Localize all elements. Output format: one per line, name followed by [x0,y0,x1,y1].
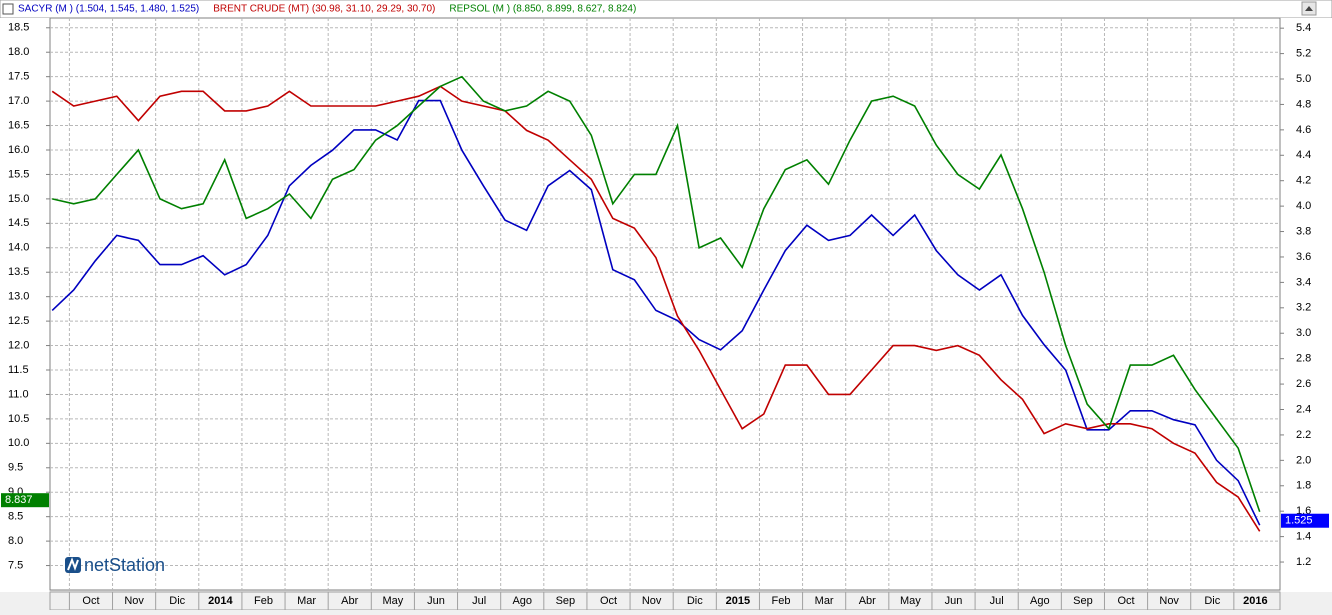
x-tick-label: May [382,595,403,607]
last-value-tag [1281,513,1329,528]
x-tick-label: Sep [1073,595,1093,607]
legend-entry: REPSOL (M ) (8.850, 8.899, 8.627, 8.824) [449,4,636,15]
x-tick-label: Jul [990,595,1004,607]
x-tick-label: Ago [512,595,532,607]
y2-tick-label: 1.2 [1296,556,1311,568]
x-tick-label: Oct [82,595,99,607]
y-tick-label: 8.5 [8,511,23,523]
y2-tick-label: 3.6 [1296,251,1311,263]
x-tick-label: 2015 [726,595,750,607]
watermark-glyph [67,557,79,571]
y2-tick-label: 4.4 [1296,149,1311,161]
y2-tick-label: 1.4 [1296,531,1311,543]
y-tick-label: 18.5 [8,22,29,34]
x-tick-label: Jun [427,595,445,607]
series-line [51,99,1261,526]
x-tick-label: Oct [1117,595,1134,607]
y-tick-label: 11.5 [8,364,29,376]
y-tick-label: 14.0 [8,242,29,254]
y-tick-label: 10.5 [8,413,29,425]
y2-tick-label: 3.4 [1296,276,1311,288]
x-tick-label: Nov [1159,595,1179,607]
y2-tick-label: 3.0 [1296,327,1311,339]
x-tick-label: Abr [859,595,876,607]
y2-tick-label: 2.8 [1296,353,1311,365]
x-tick-label: Dic [687,595,703,607]
y-tick-label: 9.5 [8,462,23,474]
scroll-arrow [1305,6,1313,11]
x-tick-label: Ago [1030,595,1050,607]
x-tick-label: Nov [642,595,662,607]
y2-tick-label: 4.0 [1296,200,1311,212]
y2-tick-label: 4.8 [1296,98,1311,110]
y-tick-label: 16.0 [8,144,29,156]
y-tick-label: 8.0 [8,535,23,547]
x-axis-panel [49,591,1281,611]
y-tick-label: 10.0 [8,437,29,449]
x-tick-label: Oct [600,595,617,607]
y2-tick-label: 2.4 [1296,403,1311,415]
x-tick-label: Abr [341,595,358,607]
x-tick-label: May [900,595,921,607]
last-value-label: 8.837 [5,494,33,506]
x-tick-label: 2016 [1243,595,1267,607]
series-line [52,75,1261,513]
x-tick-label: Dic [169,595,185,607]
y-tick-label: 18.0 [8,46,29,58]
y2-tick-label: 5.0 [1296,73,1311,85]
y2-tick-label: 5.2 [1296,47,1311,59]
legend-bar [0,0,1332,19]
y2-tick-label: 3.8 [1296,225,1311,237]
watermark: netStation [65,555,165,575]
plot-area [49,17,1281,591]
y2-tick-label: 5.4 [1296,22,1311,34]
y-tick-label: 17.0 [8,95,29,107]
y2-tick-label: 4.2 [1296,175,1311,187]
x-tick-label: Jun [945,595,963,607]
y2-tick-label: 2.0 [1296,454,1311,466]
x-tick-label: Mar [297,595,316,607]
y-tick-label: 11.0 [8,388,29,400]
y-tick-label: 13.0 [8,291,29,303]
y-tick-label: 15.0 [8,193,29,205]
series-line [51,85,1261,532]
x-tick-label: Nov [124,595,144,607]
x-tick-label: Jul [472,595,486,607]
y2-tick-label: 3.2 [1296,302,1311,314]
y2-tick-label: 2.6 [1296,378,1311,390]
x-tick-label: Feb [254,595,273,607]
y-tick-label: 14.5 [8,217,29,229]
y-tick-label: 12.0 [8,339,29,351]
y2-tick-label: 2.2 [1296,429,1311,441]
y-tick-label: 12.5 [8,315,29,327]
y-tick-label: 16.5 [8,119,29,131]
legend-entry: BRENT CRUDE (MT) (30.98, 31.10, 29.29, 3… [213,4,435,15]
y2-tick-label: 1.8 [1296,480,1311,492]
x-tick-label: Feb [772,595,791,607]
y-tick-label: 15.5 [8,168,29,180]
window-icon[interactable] [2,3,14,15]
right-axis-panel [1280,18,1332,592]
y-tick-label: 7.5 [8,559,23,571]
x-tick-label: 2014 [208,595,233,607]
y-tick-label: 13.5 [8,266,29,278]
watermark-text: netStation [84,555,165,575]
last-value-tag [1,493,49,508]
x-tick-label: Mar [815,595,834,607]
legend-entry: SACYR (M ) (1.504, 1.545, 1.480, 1.525) [18,4,199,15]
last-value-label: 1.525 [1285,515,1313,527]
x-tick-label: Dic [1204,595,1220,607]
y2-tick-label: 4.6 [1296,124,1311,136]
y-tick-label: 17.5 [8,71,29,83]
x-tick-label: Sep [556,595,576,607]
